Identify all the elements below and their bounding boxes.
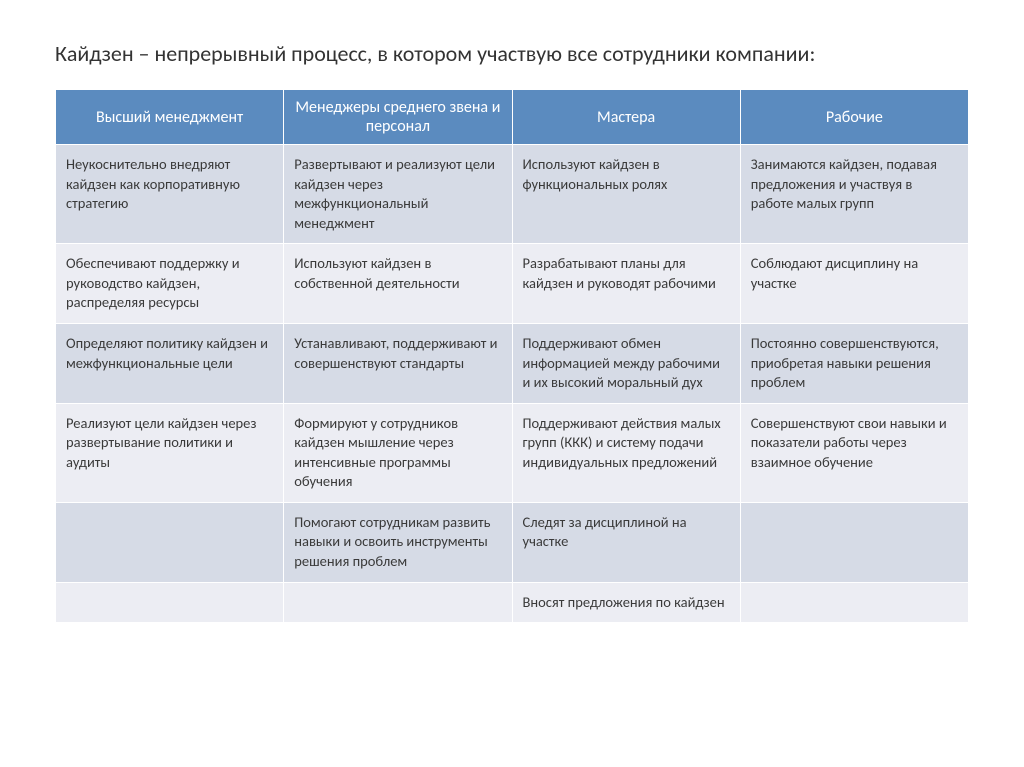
table-cell: Разрабатывают планы для кайдзен и руково… — [512, 244, 740, 324]
col-header: Мастера — [512, 90, 740, 145]
table-cell: Помогают сотрудникам развить навыки и ос… — [284, 502, 512, 582]
table-row: Неукоснительно внедряют кайдзен как корп… — [56, 145, 969, 244]
table-cell — [740, 502, 968, 582]
table-cell — [56, 582, 284, 623]
table-header-row: Высший менеджмент Менеджеры среднего зве… — [56, 90, 969, 145]
table-cell: Занимаются кайдзен, подавая предложения … — [740, 145, 968, 244]
col-header: Рабочие — [740, 90, 968, 145]
kaizen-table: Высший менеджмент Менеджеры среднего зве… — [55, 89, 969, 623]
table-row: Обеспечивают поддержку и руководство кай… — [56, 244, 969, 324]
table-cell: Совершенствуют свои навыки и показатели … — [740, 403, 968, 502]
table-cell: Вносят предложения по кайдзен — [512, 582, 740, 623]
col-header: Высший менеджмент — [56, 90, 284, 145]
table-cell — [740, 582, 968, 623]
table-cell — [284, 582, 512, 623]
table-row: Помогают сотрудникам развить навыки и ос… — [56, 502, 969, 582]
table-row: Вносят предложения по кайдзен — [56, 582, 969, 623]
table-cell: Постоянно совершенствуются, приобретая н… — [740, 323, 968, 403]
table-cell: Определяют политику кайдзен и межфункцио… — [56, 323, 284, 403]
table-cell: Формируют у сотрудников кайдзен мышление… — [284, 403, 512, 502]
table-cell: Развертывают и реализуют цели кайдзен че… — [284, 145, 512, 244]
table-cell: Следят за дисциплиной на участке — [512, 502, 740, 582]
table-cell: Используют кайдзен в функциональных роля… — [512, 145, 740, 244]
table-cell: Обеспечивают поддержку и руководство кай… — [56, 244, 284, 324]
table-cell: Устанавливают, поддерживают и совершенст… — [284, 323, 512, 403]
table-cell: Поддерживают действия малых групп (ККК) … — [512, 403, 740, 502]
table-row: Определяют политику кайдзен и межфункцио… — [56, 323, 969, 403]
table-cell: Поддерживают обмен информацией между раб… — [512, 323, 740, 403]
table-cell: Соблюдают дисциплину на участке — [740, 244, 968, 324]
table-cell: Реализуют цели кайдзен через развертыван… — [56, 403, 284, 502]
table-cell — [56, 502, 284, 582]
table-row: Реализуют цели кайдзен через развертыван… — [56, 403, 969, 502]
page-title: Кайдзен – непрерывный процесс, в котором… — [55, 40, 969, 67]
col-header: Менеджеры среднего звена и персонал — [284, 90, 512, 145]
table-cell: Неукоснительно внедряют кайдзен как корп… — [56, 145, 284, 244]
table-cell: Используют кайдзен в собственной деятель… — [284, 244, 512, 324]
